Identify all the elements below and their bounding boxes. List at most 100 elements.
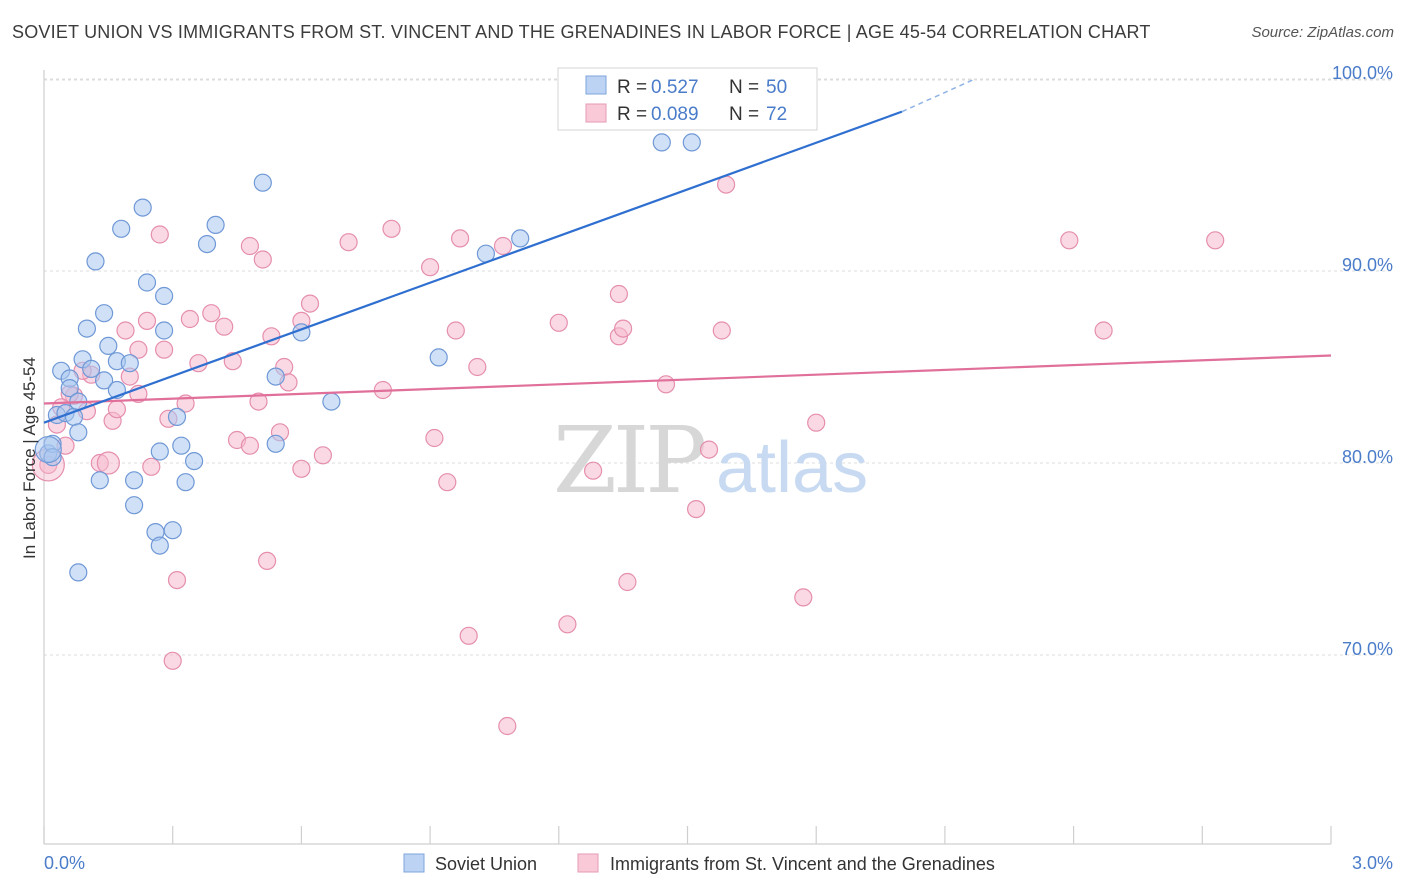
legend-swatch-blue bbox=[585, 75, 607, 95]
data-point-blue-large bbox=[34, 435, 62, 464]
data-point-pink bbox=[253, 250, 272, 269]
data-point-pink bbox=[202, 304, 221, 323]
legend-swatch-pink bbox=[585, 103, 607, 123]
gridlines bbox=[44, 78, 1393, 656]
data-point-pink bbox=[794, 588, 813, 607]
data-point-pink bbox=[240, 436, 259, 455]
data-point-pink bbox=[549, 313, 568, 332]
data-point-blue bbox=[77, 319, 97, 338]
data-point-blue bbox=[69, 423, 88, 442]
y-tick-label: 100.0% bbox=[1332, 63, 1393, 83]
data-point-pink bbox=[425, 428, 444, 448]
y-tick-label: 80.0% bbox=[1342, 447, 1393, 467]
data-point-pink bbox=[498, 716, 517, 736]
data-point-blue bbox=[90, 471, 109, 490]
chart-title: SOVIET UNION VS IMMIGRANTS FROM ST. VINC… bbox=[12, 22, 1151, 42]
data-point-pink bbox=[223, 352, 242, 371]
data-point-blue bbox=[120, 354, 139, 373]
data-point-blue bbox=[99, 336, 118, 355]
data-point-blue bbox=[125, 471, 144, 490]
data-point-pink bbox=[258, 551, 277, 571]
data-point-blue bbox=[82, 359, 101, 378]
data-point-blue bbox=[94, 304, 114, 323]
data-point-blue bbox=[155, 286, 174, 306]
data-point-blue bbox=[266, 367, 285, 386]
data-point-pink bbox=[1206, 231, 1225, 250]
data-point-pink bbox=[421, 258, 440, 277]
data-point-blue bbox=[112, 219, 131, 238]
data-point-pink bbox=[292, 459, 311, 478]
data-point-blue bbox=[150, 536, 169, 555]
data-point-pink bbox=[116, 321, 135, 340]
data-point-blue bbox=[197, 235, 217, 254]
data-point-blue bbox=[206, 215, 225, 234]
data-point-blue bbox=[125, 496, 144, 515]
data-point-pink bbox=[129, 340, 148, 359]
data-point-blue bbox=[682, 133, 701, 152]
source-credit: Source: ZipAtlas.com bbox=[1251, 24, 1394, 41]
data-point-pink bbox=[339, 233, 358, 252]
data-point-pink bbox=[382, 219, 401, 238]
data-point-blue bbox=[133, 198, 152, 217]
data-point-blue bbox=[86, 252, 105, 271]
data-point-pink bbox=[163, 651, 182, 670]
data-point-pink bbox=[240, 236, 259, 256]
data-point-blue bbox=[511, 229, 530, 248]
data-point-blue bbox=[266, 434, 285, 453]
x-tick-label-max: 3.0% bbox=[1352, 853, 1393, 873]
data-point-blue bbox=[60, 379, 79, 398]
legend-n-label-1: N = bbox=[729, 77, 759, 98]
data-point-blue bbox=[253, 173, 272, 192]
data-point-pink bbox=[180, 309, 199, 329]
data-point-pink bbox=[699, 440, 719, 459]
data-point-blue bbox=[69, 563, 88, 582]
data-point-pink bbox=[155, 340, 174, 359]
data-point-pink bbox=[215, 317, 234, 336]
data-point-pink bbox=[1060, 231, 1079, 250]
x-tick-label-min: 0.0% bbox=[44, 853, 85, 873]
data-point-pink bbox=[712, 321, 731, 340]
data-point-blue bbox=[167, 407, 187, 426]
data-point-blue bbox=[163, 521, 182, 540]
y-tick-label: 70.0% bbox=[1342, 639, 1393, 659]
bottom-legend-label-blue: Soviet Union bbox=[435, 854, 537, 874]
trend-lines bbox=[43, 78, 1332, 424]
y-tick-label: 90.0% bbox=[1342, 255, 1393, 275]
watermark: ZIP atlas bbox=[553, 407, 868, 514]
data-point-pink bbox=[438, 473, 457, 492]
bottom-legend-swatch-blue bbox=[403, 853, 425, 873]
watermark-atlas: atlas bbox=[716, 428, 868, 508]
x-ticks bbox=[43, 826, 1332, 844]
trend-line-pink bbox=[43, 354, 1332, 405]
data-point-pink bbox=[609, 284, 629, 304]
data-point-pink bbox=[107, 400, 127, 419]
data-point-pink bbox=[807, 413, 826, 432]
legend-n-value-2: 72 bbox=[766, 104, 787, 125]
y-axis-title: In Labor Force | Age 45-54 bbox=[20, 357, 39, 559]
bottom-legend: Soviet Union Immigrants from St. Vincent… bbox=[403, 853, 995, 874]
legend-r-label-1: R = bbox=[617, 77, 647, 98]
data-point-pink bbox=[150, 225, 169, 244]
legend-r-value-1: 0.527 bbox=[651, 77, 699, 98]
data-point-pink bbox=[137, 311, 157, 330]
data-point-pink bbox=[446, 321, 465, 340]
bottom-legend-label-pink: Immigrants from St. Vincent and the Gren… bbox=[610, 854, 995, 874]
data-point-pink bbox=[1094, 321, 1113, 340]
data-point-pink bbox=[451, 229, 470, 248]
data-point-pink bbox=[468, 357, 487, 377]
data-point-blue bbox=[172, 436, 191, 455]
data-point-pink bbox=[142, 457, 161, 476]
data-point-blue bbox=[429, 348, 448, 367]
legend-r-value-2: 0.089 bbox=[651, 104, 699, 125]
data-point-pink bbox=[558, 615, 577, 634]
y-tick-labels: 70.0% 80.0% 90.0% 100.0% bbox=[1332, 63, 1393, 659]
data-point-blue bbox=[322, 392, 341, 411]
blue-series-points bbox=[34, 133, 701, 582]
data-point-pink bbox=[300, 294, 320, 313]
data-point-pink bbox=[656, 375, 676, 394]
legend-r-label-2: R = bbox=[617, 104, 647, 125]
data-point-blue bbox=[94, 371, 114, 390]
data-point-blue bbox=[176, 473, 195, 492]
data-point-pink bbox=[313, 446, 332, 465]
